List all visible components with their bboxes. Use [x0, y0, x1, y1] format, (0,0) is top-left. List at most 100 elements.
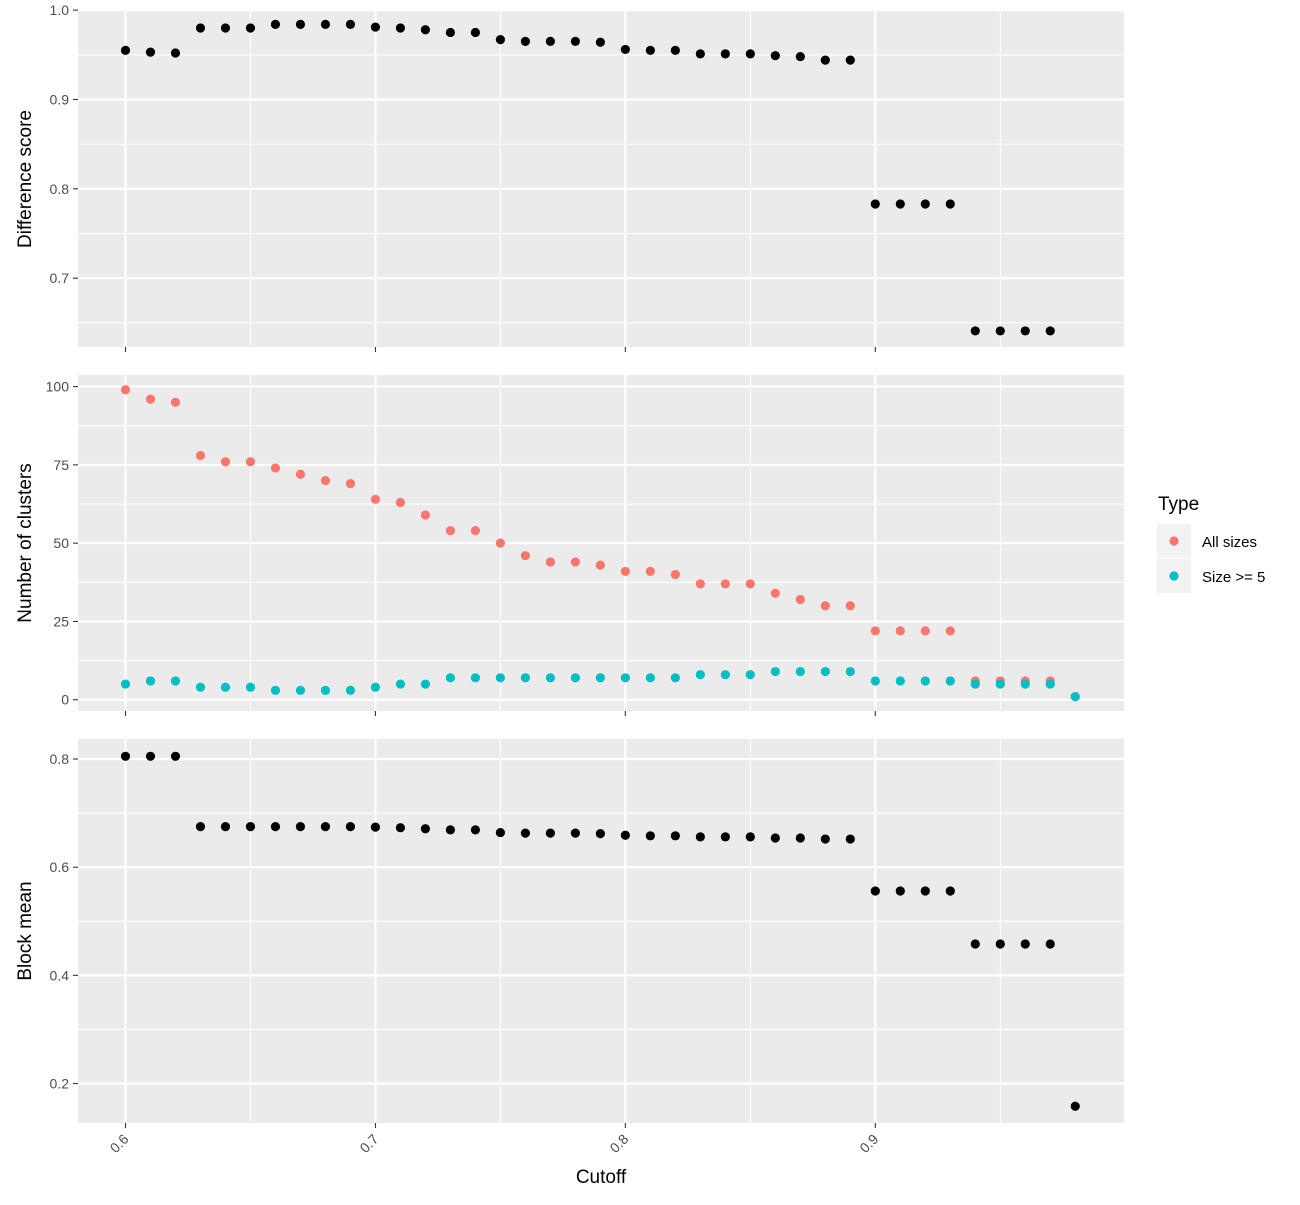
data-point	[120, 751, 131, 761]
data-point	[170, 48, 181, 58]
data-point	[895, 626, 905, 636]
data-point	[895, 676, 905, 686]
data-point	[570, 828, 580, 838]
data-point	[495, 34, 505, 45]
data-point	[420, 25, 431, 35]
data-point	[695, 579, 705, 589]
data-point	[345, 479, 356, 489]
data-point	[295, 822, 306, 832]
data-point	[820, 55, 830, 65]
x-axis-title: Cutoff	[576, 1167, 627, 1188]
data-point	[670, 569, 680, 580]
data-point	[745, 49, 755, 59]
data-point	[120, 385, 131, 395]
data-point	[145, 676, 156, 686]
legend-label: All sizes	[1202, 534, 1257, 551]
data-point	[445, 526, 456, 536]
data-point	[545, 557, 555, 567]
data-point	[520, 673, 530, 683]
data-point	[170, 397, 181, 407]
data-point	[770, 833, 780, 843]
y-tick-label: 50	[53, 535, 69, 551]
data-point	[145, 394, 156, 404]
panel-background	[78, 11, 1124, 347]
panel-background	[78, 739, 1124, 1123]
data-point	[595, 829, 605, 839]
data-point	[420, 824, 431, 834]
data-point	[870, 199, 880, 209]
data-point	[995, 679, 1005, 689]
y-axis-title: Block mean	[15, 881, 36, 980]
data-point	[795, 833, 805, 843]
data-point	[745, 670, 755, 680]
data-point	[420, 510, 431, 520]
data-point	[920, 676, 930, 686]
data-point	[345, 685, 356, 695]
data-point	[895, 886, 905, 896]
data-point	[470, 673, 481, 683]
y-tick-label: 0.7	[50, 270, 70, 286]
data-point	[270, 19, 281, 30]
data-point	[945, 626, 955, 636]
data-point	[270, 685, 281, 695]
data-point	[920, 886, 930, 896]
data-point	[645, 45, 655, 55]
data-point	[645, 831, 655, 841]
legend-key-swatch	[1169, 536, 1179, 546]
data-point	[470, 526, 481, 536]
data-point	[320, 822, 331, 832]
data-point	[495, 538, 505, 548]
data-point	[1020, 939, 1030, 949]
data-point	[795, 666, 805, 677]
data-point	[845, 55, 855, 65]
data-point	[1045, 326, 1055, 336]
data-point	[845, 601, 855, 611]
data-point	[520, 551, 530, 561]
data-point	[370, 822, 381, 832]
data-point	[220, 23, 231, 33]
data-point	[370, 682, 381, 692]
data-point	[245, 457, 256, 467]
data-point	[870, 626, 880, 636]
y-tick-label: 0.9	[50, 91, 70, 107]
data-point	[470, 825, 481, 835]
data-point	[420, 679, 431, 689]
data-point	[295, 469, 306, 479]
data-point	[945, 199, 955, 209]
data-point	[370, 494, 381, 504]
data-point	[245, 23, 256, 33]
legend-key-swatch	[1169, 571, 1179, 581]
data-point	[1045, 939, 1055, 949]
data-point	[670, 45, 680, 55]
data-point	[645, 566, 655, 576]
data-point	[670, 831, 680, 841]
x-tick-label: 0.6	[107, 1131, 132, 1156]
data-point	[820, 834, 830, 844]
data-point	[595, 560, 605, 570]
data-point	[1070, 691, 1080, 702]
y-tick-label: 0	[61, 692, 69, 708]
data-point	[220, 457, 231, 467]
y-axis-title: Number of clusters	[15, 463, 36, 622]
y-tick-label: 0.6	[50, 859, 70, 875]
data-point	[1020, 679, 1030, 689]
data-point	[145, 47, 156, 57]
data-point	[620, 673, 630, 683]
data-point	[120, 679, 131, 689]
data-point	[670, 673, 680, 683]
y-axis-title: Difference score	[15, 110, 36, 248]
data-point	[345, 19, 356, 30]
data-point	[195, 822, 206, 832]
data-point	[745, 579, 755, 589]
data-point	[970, 939, 980, 949]
data-point	[995, 326, 1005, 336]
y-tick-label: 1.0	[50, 2, 70, 18]
data-point	[270, 822, 281, 832]
data-point	[120, 45, 131, 55]
data-point	[970, 326, 980, 336]
x-tick-label: 0.8	[606, 1131, 631, 1156]
data-point	[445, 825, 456, 835]
data-point	[620, 566, 630, 576]
data-point	[620, 44, 630, 55]
data-point	[1020, 326, 1030, 336]
